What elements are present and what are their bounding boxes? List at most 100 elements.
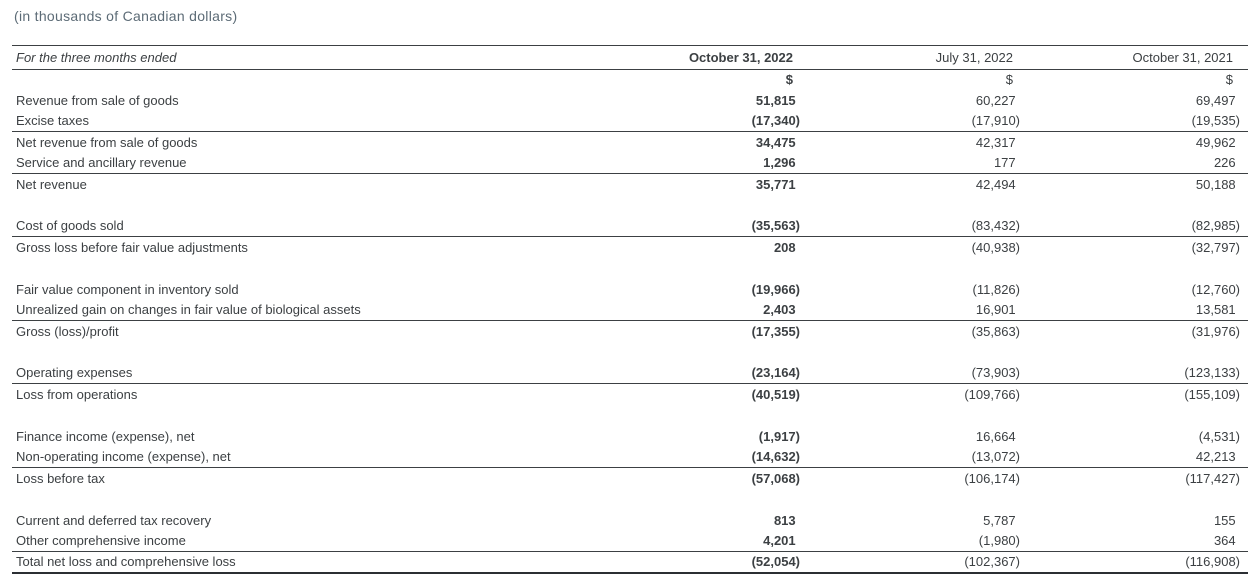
value-cell: (19,535) (1191, 113, 1240, 129)
row-label: Loss before tax (16, 470, 105, 486)
value-cell: 69,497) (1195, 92, 1236, 108)
value-cell: 1,296) (763, 155, 796, 171)
value-cell: (83,432) (971, 218, 1020, 234)
value-cell: (35,863) (971, 323, 1020, 339)
value-cell: 226) (1213, 155, 1236, 171)
table-row: Non-operating income (expense), net (14,6… (12, 447, 1248, 468)
currency-symbol: $ (785, 72, 793, 88)
table-row: Unrealized gain on changes in fair value… (12, 300, 1248, 321)
value-cell: (73,903) (971, 365, 1020, 381)
row-label: Gross (loss)/profit (16, 323, 119, 339)
table-row: Excise taxes (17,340) (17,910) (19,535) (12, 111, 1248, 132)
value-cell: (13,072) (971, 449, 1020, 465)
value-cell: 51,815) (755, 92, 796, 108)
value-cell: (52,054) (751, 554, 800, 570)
table-row: Net revenue from sale of goods 34,475) 42,… (12, 132, 1248, 153)
value-cell: (32,797) (1191, 239, 1240, 255)
value-cell: 34,475) (755, 134, 796, 150)
income-statement-table: For the three months ended October 31, 2… (12, 45, 1248, 574)
row-label: Net revenue (16, 176, 87, 192)
value-cell: (23,164) (751, 365, 800, 381)
value-cell: 50,188) (1195, 176, 1236, 192)
spacer-row (12, 258, 1248, 279)
units-label: (in thousands of Canadian dollars) (14, 8, 238, 24)
row-label: Unrealized gain on changes in fair value… (16, 302, 361, 318)
spacer-cell (12, 405, 1248, 426)
row-label: Total net loss and comprehensive loss (16, 554, 236, 570)
value-cell: (40,519) (751, 386, 800, 402)
value-cell: (14,632) (751, 449, 800, 465)
currency-symbol: $ (1225, 72, 1233, 88)
table-row: Finance income (expense), net (1,917) 16,6… (12, 426, 1248, 447)
row-label: Loss from operations (16, 386, 138, 402)
table-row: Cost of goods sold (35,563) (83,432) (82,98… (12, 216, 1248, 237)
value-cell: (4,531) (1198, 428, 1240, 444)
value-cell: (12,760) (1191, 281, 1240, 297)
value-cell: (17,340) (751, 113, 800, 129)
period-label: For the three months ended (16, 50, 177, 65)
value-cell: (117,427) (1185, 470, 1240, 486)
table-row: Current and deferred tax recovery 813) 5,7… (12, 510, 1248, 531)
table-row: Operating expenses (23,164) (73,903) (123,1… (12, 363, 1248, 384)
value-cell: 155) (1213, 512, 1236, 528)
value-cell: (35,563) (751, 218, 800, 234)
value-cell: (17,355) (751, 323, 800, 339)
spacer-row (12, 195, 1248, 216)
value-cell: 42,494) (975, 176, 1016, 192)
value-cell: (82,985) (1191, 218, 1240, 234)
table-header-row: For the three months ended October 31, 2… (12, 46, 1248, 70)
value-cell: 5,787) (983, 512, 1016, 528)
row-label: Gross loss before fair value adjustments (16, 239, 248, 255)
value-cell: 16,664) (975, 428, 1016, 444)
row-label: Operating expenses (16, 365, 133, 381)
table-body: Revenue from sale of goods 51,815) 60,227)… (12, 90, 1248, 573)
value-cell: (116,908) (1185, 554, 1240, 570)
table-row: Loss from operations (40,519) (109,766) (15… (12, 384, 1248, 405)
table-row: Loss before tax (57,068) (106,174) (117,427… (12, 468, 1248, 489)
row-label: Revenue from sale of goods (16, 92, 179, 108)
value-cell: 2,403) (763, 302, 796, 318)
value-cell: (40,938) (971, 239, 1020, 255)
value-cell: (155,109) (1184, 386, 1240, 402)
table-row: Revenue from sale of goods 51,815) 60,227)… (12, 90, 1248, 111)
value-cell: 364) (1213, 533, 1236, 549)
row-label: Fair value component in inventory sold (16, 281, 239, 297)
value-cell: (102,367) (964, 554, 1020, 570)
value-cell: 208) (773, 239, 796, 255)
row-label: Other comprehensive income (16, 533, 186, 549)
value-cell: (1,980) (978, 533, 1020, 549)
table-row: Gross loss before fair value adjustments… (12, 237, 1248, 258)
value-cell: 42,317) (975, 134, 1016, 150)
spacer-row (12, 405, 1248, 426)
value-cell: (11,826) (972, 281, 1020, 297)
row-label: Non-operating income (expense), net (16, 449, 231, 465)
table-row: Gross (loss)/profit (17,355) (35,863) (31,9… (12, 321, 1248, 342)
value-cell: 4,201) (763, 533, 796, 549)
spacer-cell (12, 489, 1248, 510)
spacer-cell (12, 258, 1248, 279)
value-cell: 813) (773, 512, 796, 528)
table-row: Other comprehensive income 4,201) (1,980) 3… (12, 531, 1248, 552)
row-label: Cost of goods sold (16, 218, 124, 234)
value-cell: (109,766) (964, 386, 1020, 402)
spacer-row (12, 489, 1248, 510)
value-cell: (17,910) (971, 113, 1020, 129)
value-cell: 42,213) (1195, 449, 1236, 465)
currency-row-empty-cell (12, 70, 588, 90)
table-row: Service and ancillary revenue 1,296) 177) 2… (12, 153, 1248, 174)
table-row: Total net loss and comprehensive loss (52… (12, 552, 1248, 573)
value-cell: 35,771) (755, 176, 796, 192)
currency-symbol: $ (1005, 72, 1013, 88)
value-cell: (57,068) (751, 470, 800, 486)
column-header-july-31-2022: July 31, 2022 (935, 50, 1013, 65)
value-cell: (1,917) (758, 428, 800, 444)
row-label: Current and deferred tax recovery (16, 512, 212, 528)
column-header-october-31-2021: October 31, 2021 (1132, 50, 1233, 65)
value-cell: (31,976) (1191, 323, 1240, 339)
table-row: Net revenue 35,771) 42,494) 50,188) (12, 174, 1248, 195)
table-row: Fair value component in inventory sold (1… (12, 279, 1248, 300)
value-cell: 16,901) (975, 302, 1016, 318)
column-header-october-31-2022: October 31, 2022 (688, 50, 793, 65)
spacer-cell (12, 342, 1248, 363)
row-label: Finance income (expense), net (16, 428, 195, 444)
